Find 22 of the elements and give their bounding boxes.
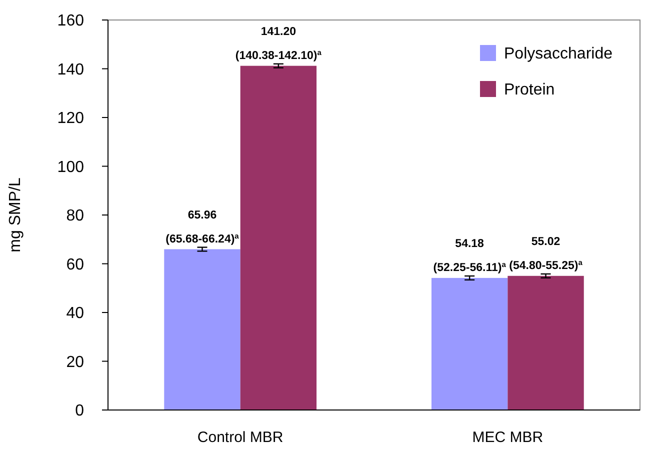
y-tick-label: 40 <box>66 305 84 322</box>
legend-label: Protein <box>504 82 555 99</box>
y-tick-label: 0 <box>75 402 84 420</box>
y-tick-label: 80 <box>66 208 84 225</box>
y-axis-title: mg SMP/L <box>7 178 24 252</box>
y-tick-label: 160 <box>57 12 84 30</box>
bar <box>508 276 584 410</box>
y-tick-label: 100 <box>57 158 84 176</box>
data-label: 54.18 (52.25-56.11)$^{a}$ <box>433 238 507 274</box>
data-label: 65.96 (65.68-66.24)$^{a}$ <box>166 209 240 246</box>
data-label: 55.02 (54.80-55.25)$^{a}$ <box>509 236 584 272</box>
y-tick-label: 140 <box>57 61 84 78</box>
bar <box>164 249 240 410</box>
data-label: 141.20 (140.38-142.10)$^{a}$ <box>235 26 322 62</box>
y-tick-label: 120 <box>57 110 84 128</box>
bar <box>240 66 317 410</box>
x-tick-label: Control MBR <box>197 429 284 446</box>
legend-label: Polysaccharide <box>504 46 613 63</box>
y-tick-label: 60 <box>66 256 84 274</box>
x-tick-label: MEC MBR <box>472 429 544 446</box>
y-tick-label: 20 <box>66 354 84 371</box>
bar <box>431 278 508 410</box>
